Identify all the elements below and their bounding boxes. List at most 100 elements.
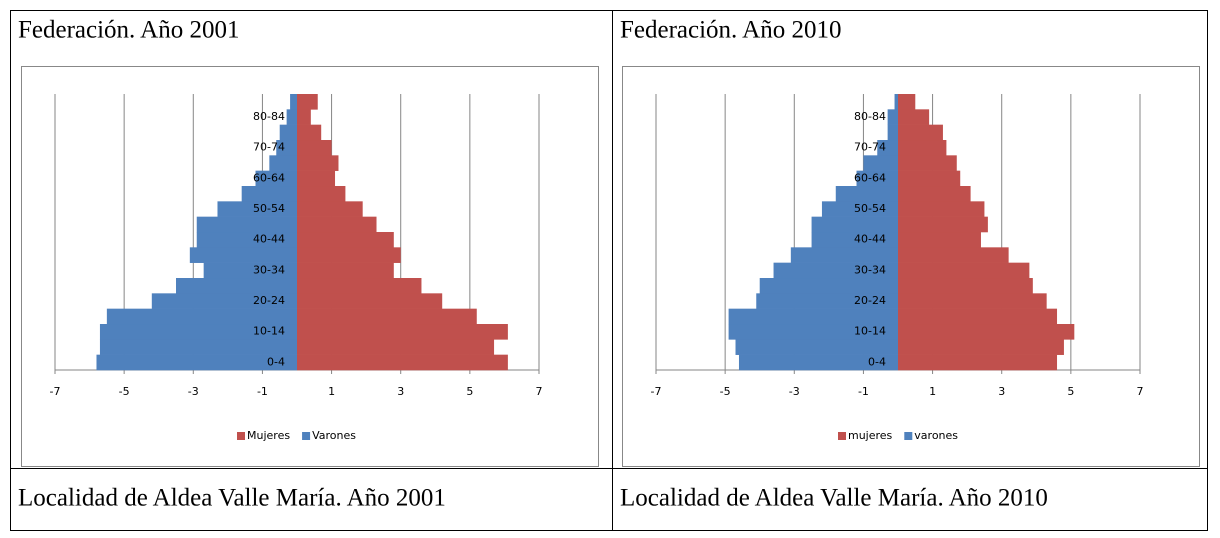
- bar: [835, 186, 898, 202]
- legend-swatch: [302, 432, 311, 440]
- bar: [756, 293, 898, 309]
- legend-label: mujeres: [848, 429, 893, 442]
- y-tick-label: 0-4: [868, 355, 886, 368]
- bar: [151, 293, 297, 309]
- bar: [297, 155, 339, 171]
- y-tick-label: 60-64: [854, 171, 886, 184]
- bar: [297, 170, 336, 187]
- x-tick-label: -5: [720, 385, 731, 398]
- legend-label: Mujeres: [247, 429, 290, 442]
- bar: [297, 262, 394, 279]
- bar: [728, 324, 898, 340]
- bar: [196, 216, 297, 233]
- x-tick-label: -7: [50, 385, 61, 398]
- x-tick-label: 3: [998, 385, 1005, 398]
- bar: [821, 201, 898, 217]
- bar: [189, 247, 297, 263]
- bar: [217, 201, 297, 217]
- bar: [297, 232, 394, 248]
- bar: [898, 155, 957, 171]
- bar: [898, 247, 1009, 263]
- bar: [241, 186, 297, 202]
- bar: [790, 247, 898, 263]
- x-tick-label: 1: [929, 385, 936, 398]
- bar: [297, 247, 401, 263]
- bar: [898, 109, 930, 125]
- x-tick-label: 7: [536, 385, 543, 398]
- bar: [738, 354, 898, 371]
- bar: [898, 339, 1064, 355]
- y-tick-label: 70-74: [854, 141, 886, 154]
- bar: [297, 201, 363, 217]
- y-tick-label: 50-54: [253, 202, 285, 215]
- bar: [898, 216, 988, 233]
- y-tick-label: 20-24: [854, 294, 886, 307]
- bar: [898, 232, 981, 248]
- y-tick-label: 40-44: [854, 233, 886, 246]
- y-tick-label: 0-4: [267, 355, 285, 368]
- bar: [297, 140, 332, 156]
- bar: [898, 140, 947, 156]
- x-tick-label: 1: [328, 385, 335, 398]
- bar: [286, 109, 297, 125]
- bar: [297, 216, 377, 233]
- y-tick-label: 30-34: [253, 263, 285, 276]
- bar: [887, 124, 898, 141]
- bar: [290, 94, 297, 110]
- bar: [898, 124, 943, 141]
- bar: [735, 339, 898, 355]
- bar: [898, 201, 985, 217]
- bar: [898, 278, 1033, 294]
- bar: [898, 354, 1058, 371]
- bar: [898, 324, 1075, 340]
- legend-swatch: [838, 432, 846, 440]
- bar: [811, 216, 898, 233]
- x-tick-label: -3: [789, 385, 800, 398]
- x-tick-label: -1: [257, 385, 268, 398]
- y-tick-label: 80-84: [854, 110, 886, 123]
- bar: [728, 308, 898, 325]
- bar: [759, 278, 898, 294]
- bar: [99, 324, 297, 340]
- cell-text: Federación. Año 2001: [18, 17, 239, 44]
- bar: [196, 232, 297, 248]
- y-tick-label: 60-64: [253, 171, 285, 184]
- x-tick-label: 5: [466, 385, 473, 398]
- bar: [863, 155, 898, 171]
- y-tick-label: 30-34: [854, 263, 886, 276]
- legend-swatch: [237, 432, 245, 440]
- bar: [106, 308, 297, 325]
- legend-label: varones: [914, 429, 958, 442]
- bar: [203, 262, 297, 279]
- bar: [898, 308, 1058, 325]
- x-tick-label: -5: [119, 385, 130, 398]
- cell-text: Localidad de Aldea Valle María. Año 2001: [18, 485, 446, 512]
- bar: [877, 140, 898, 156]
- legend-label: Varones: [312, 429, 356, 442]
- bar: [99, 339, 297, 355]
- x-tick-label: 7: [1137, 385, 1144, 398]
- bar: [297, 339, 495, 355]
- bar: [297, 354, 508, 371]
- x-tick-label: -1: [858, 385, 869, 398]
- x-tick-label: 3: [397, 385, 404, 398]
- bar: [176, 278, 297, 294]
- x-tick-label: -7: [651, 385, 662, 398]
- bar: [297, 308, 477, 325]
- bar: [898, 293, 1047, 309]
- bar: [898, 262, 1030, 279]
- bar: [96, 354, 297, 371]
- x-tick-label: -3: [188, 385, 199, 398]
- bar: [279, 124, 297, 141]
- y-tick-label: 10-14: [253, 325, 285, 338]
- table-border: [10, 10, 1208, 531]
- y-tick-label: 50-54: [854, 202, 886, 215]
- bar: [894, 94, 898, 110]
- bar: [773, 262, 898, 279]
- bar: [297, 278, 422, 294]
- bar: [898, 94, 916, 110]
- cell-text: Localidad de Aldea Valle María. Año 2010: [620, 485, 1048, 512]
- y-tick-label: 40-44: [253, 233, 285, 246]
- bar: [297, 293, 443, 309]
